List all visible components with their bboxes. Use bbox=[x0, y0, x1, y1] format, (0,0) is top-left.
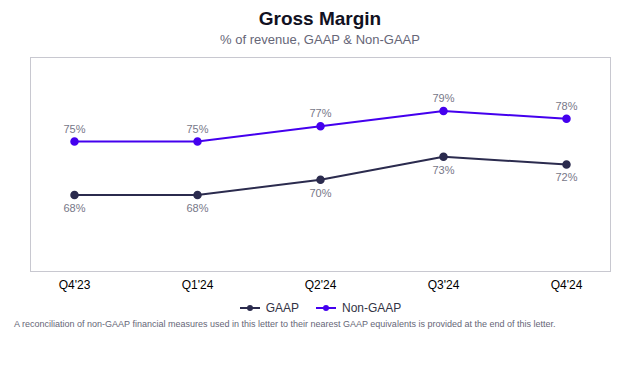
svg-text:73%: 73% bbox=[432, 164, 454, 176]
svg-text:Q3'24: Q3'24 bbox=[428, 278, 460, 292]
svg-text:Q1'24: Q1'24 bbox=[182, 278, 214, 292]
svg-text:78%: 78% bbox=[555, 100, 577, 112]
svg-text:77%: 77% bbox=[309, 107, 331, 119]
html-text:Gross Margin: Gross Margin bbox=[258, 8, 382, 29]
svg-text:68%: 68% bbox=[186, 202, 208, 214]
html-text:% of revenue, GAAP & Non-GAAP: % of revenue, GAAP & Non-GAAP bbox=[220, 32, 420, 47]
svg-text:Q2'24: Q2'24 bbox=[305, 278, 337, 292]
svg-text:75%: 75% bbox=[186, 123, 208, 135]
html-text:Non-GAAP: Non-GAAP bbox=[342, 301, 402, 315]
svg-text:Q4'24: Q4'24 bbox=[551, 278, 583, 292]
html-text:A reconciliation of non-GAAP f: A reconciliation of non-GAAP financial m… bbox=[14, 319, 556, 329]
svg-text:70%: 70% bbox=[309, 187, 331, 199]
svg-text:Q4'23: Q4'23 bbox=[59, 278, 91, 292]
svg-text:72%: 72% bbox=[555, 171, 577, 183]
svg-text:68%: 68% bbox=[63, 202, 85, 214]
svg-text:79%: 79% bbox=[432, 92, 454, 104]
html-text:GAAP: GAAP bbox=[265, 301, 299, 315]
svg-text:75%: 75% bbox=[63, 123, 85, 135]
